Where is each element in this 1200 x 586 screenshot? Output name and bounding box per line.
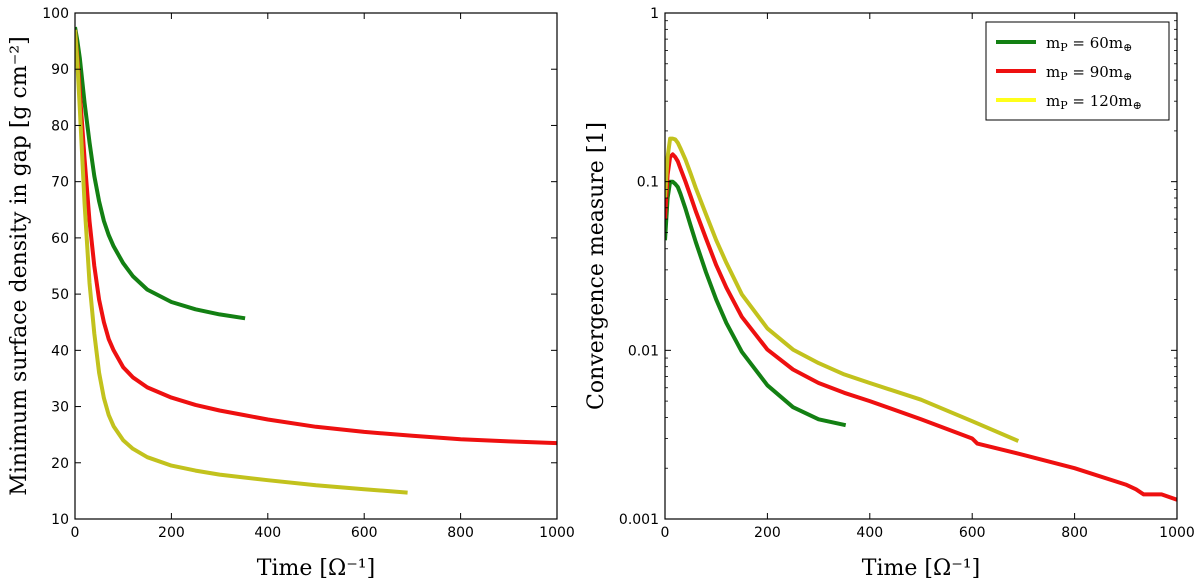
y-tick-label: 20: [51, 456, 69, 472]
y-tick-label: 0.001: [619, 512, 659, 528]
y-axis-label: Minimum surface density in gap [g cm⁻²]: [7, 36, 32, 495]
left-panel: 0 200 400 600 800 1000 10 20 30 40 50 60 70 80 90 100 Ti…: [7, 6, 575, 581]
y-tick-label: 70: [51, 175, 69, 191]
y-tick-label: 40: [51, 343, 69, 359]
legend-entry: mP = 60m⊕: [1046, 34, 1132, 54]
series-line-3: [665, 136, 1020, 443]
x-tick-label: 400: [856, 525, 883, 541]
plot-frame: [664, 12, 1178, 520]
y-tick-label: 60: [51, 231, 69, 247]
x-tick-label: 0: [71, 525, 80, 541]
series-line-2: [665, 152, 1177, 502]
x-tick-label: 1000: [1159, 525, 1195, 541]
x-tick-label: 600: [959, 525, 986, 541]
series-line-1: [75, 26, 246, 321]
series-line-2: [75, 29, 557, 446]
y-tick-label: 0.1: [637, 175, 659, 191]
y-tick-label: 80: [51, 118, 69, 134]
x-tick-label: 200: [158, 525, 185, 541]
series-line-1: [665, 179, 847, 428]
y-tick-label: 30: [51, 400, 69, 416]
y-axis-label: Convergence measure [1]: [584, 122, 609, 410]
x-tick-label: 800: [447, 525, 474, 541]
x-tick-label: 1000: [539, 525, 575, 541]
y-tick-label: 50: [51, 287, 69, 303]
y-tick-label: 10: [51, 512, 69, 528]
y-tick-label: 1: [650, 6, 659, 22]
x-axis-label: Time [Ω⁻¹]: [257, 556, 375, 581]
legend: mP = 60m⊕ mP = 90m⊕ mP = 120m⊕: [985, 21, 1170, 121]
legend-entry: mP = 90m⊕: [1046, 63, 1132, 83]
x-tick-label: 200: [754, 525, 781, 541]
x-tick-label: 400: [254, 525, 281, 541]
x-tick-label: 600: [351, 525, 378, 541]
right-panel: 0 200 400 600 800 1000 0.001 0.01 0.1 1 Time [Ω⁻¹]…: [584, 6, 1195, 581]
x-tick-label: 800: [1061, 525, 1088, 541]
legend-entry: mP = 120m⊕: [1046, 92, 1142, 112]
x-axis-label: Time [Ω⁻¹]: [862, 556, 980, 581]
x-tick-label: 0: [661, 525, 670, 541]
series-line-3: [75, 29, 408, 495]
plot-frame: [74, 12, 558, 520]
y-tick-label: 100: [42, 6, 69, 22]
y-tick-label: 0.01: [628, 343, 659, 359]
y-tick-label: 90: [51, 62, 69, 78]
